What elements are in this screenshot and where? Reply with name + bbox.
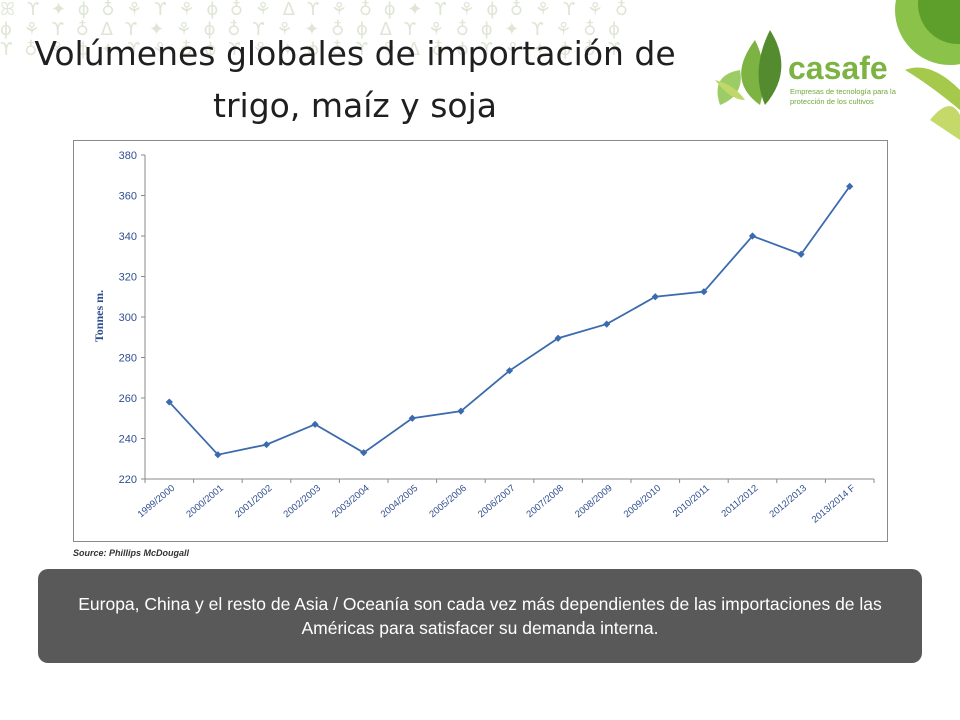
y-axis-ticks: 220 240 260 280 300 320 340 360 380 bbox=[119, 150, 145, 486]
data-point bbox=[214, 451, 222, 459]
logo-tagline: Empresas de tecnología para la protecció… bbox=[790, 87, 896, 106]
page-title: Volúmenes globales de importación de tri… bbox=[10, 28, 700, 132]
source-note: Source: Phillips McDougall bbox=[73, 548, 190, 558]
x-tick-label: 2010/2011 bbox=[671, 483, 712, 520]
x-tick-label: 2006/2007 bbox=[476, 483, 517, 520]
y-tick-label: 300 bbox=[119, 312, 137, 324]
data-point bbox=[360, 449, 368, 457]
callout-box: Europa, China y el resto de Asia / Ocean… bbox=[38, 569, 922, 663]
x-tick-label: 1999/2000 bbox=[136, 483, 177, 520]
data-point bbox=[311, 420, 319, 428]
y-axis-label: Tonnes m. bbox=[92, 290, 106, 342]
x-tick-label: 2013/2014 F bbox=[810, 483, 858, 526]
x-tick-label: 2001/2002 bbox=[233, 483, 274, 520]
y-tick-label: 360 bbox=[119, 191, 137, 203]
series-line-path bbox=[168, 185, 851, 456]
logo-wordmark: casafe bbox=[788, 50, 888, 86]
y-tick-label: 280 bbox=[119, 353, 137, 365]
data-point bbox=[165, 398, 173, 406]
data-point bbox=[700, 288, 708, 296]
x-tick-label: 2007/2008 bbox=[525, 483, 566, 520]
y-tick-label: 320 bbox=[119, 272, 137, 284]
data-point bbox=[457, 407, 465, 415]
x-tick-label: 2002/2003 bbox=[282, 483, 323, 520]
y-tick-label: 380 bbox=[119, 150, 137, 162]
chart-axes bbox=[144, 155, 874, 480]
x-tick-label: 2011/2012 bbox=[719, 483, 760, 520]
y-tick-label: 220 bbox=[119, 474, 137, 486]
y-tick-label: 340 bbox=[119, 231, 137, 243]
x-tick-label: 2004/2005 bbox=[379, 483, 420, 520]
x-tick-label: 2003/2004 bbox=[330, 483, 371, 520]
data-point bbox=[408, 414, 416, 422]
data-point bbox=[603, 320, 611, 328]
y-tick-label: 260 bbox=[119, 393, 137, 405]
data-point bbox=[651, 293, 659, 301]
data-point bbox=[748, 232, 757, 240]
decorative-pattern: ꕤ ϒ ✦ ϕ ♁ ⚘ ϒ ⚘ ϕ ♁ ⚘ Δ ϒ ⚘ ♁ ϕ ✦ ϒ ⚘ ϕ … bbox=[0, 0, 632, 60]
y-tick-label: 240 bbox=[119, 434, 137, 446]
x-axis-ticks: 1999/2000 2000/2001 2001/2002 2002/2003 2003… bbox=[136, 479, 875, 526]
x-tick-label: 2000/2001 bbox=[184, 483, 225, 520]
leaf-logo-icon bbox=[715, 0, 960, 140]
x-tick-label: 2008/2009 bbox=[573, 483, 614, 520]
x-tick-label: 2005/2006 bbox=[427, 483, 468, 520]
data-point bbox=[554, 334, 562, 342]
x-tick-label: 2012/2013 bbox=[768, 483, 809, 520]
title-line-2: trigo, maíz y soja bbox=[213, 86, 497, 125]
series-line bbox=[165, 182, 854, 459]
data-point bbox=[262, 440, 271, 449]
x-tick-label: 2009/2010 bbox=[622, 483, 663, 520]
callout-text: Europa, China y el resto de Asia / Ocean… bbox=[78, 594, 882, 638]
chart-container: 220 240 260 280 300 320 340 360 380 1999/2000 200… bbox=[73, 140, 888, 542]
data-point bbox=[846, 182, 854, 190]
data-point bbox=[797, 250, 805, 258]
title-line-1: Volúmenes globales de importación de bbox=[34, 34, 676, 73]
